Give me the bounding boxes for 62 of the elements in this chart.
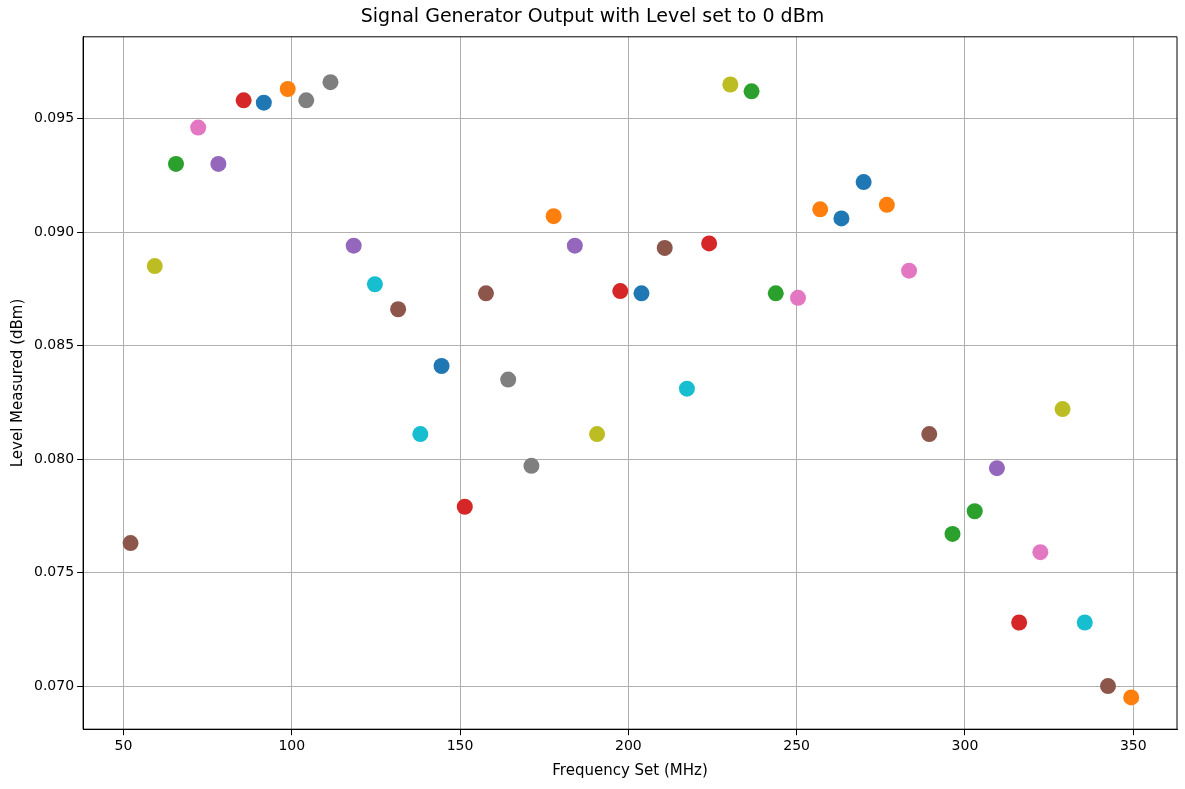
chart-title: Signal Generator Output with Level set to 0 dBm <box>360 4 825 27</box>
point <box>167 155 184 172</box>
point <box>1100 678 1116 695</box>
point <box>545 208 562 225</box>
point <box>656 239 673 256</box>
point <box>855 174 872 191</box>
point <box>500 371 517 388</box>
point <box>767 285 784 302</box>
point <box>790 289 806 306</box>
point <box>255 94 272 111</box>
point <box>633 285 650 302</box>
point <box>1054 401 1071 418</box>
point <box>566 237 583 254</box>
point <box>412 426 429 443</box>
point <box>1123 689 1140 706</box>
point <box>146 258 163 275</box>
point <box>433 357 450 374</box>
point <box>722 76 739 93</box>
y-axis-title: Level Measured (dBm) <box>7 298 26 468</box>
x-tick-label: 150 <box>446 737 474 754</box>
point <box>988 460 1005 477</box>
point <box>477 285 494 302</box>
x-tick-label: 200 <box>614 737 642 754</box>
point <box>390 301 407 318</box>
point <box>743 83 760 100</box>
x-tick-label: 300 <box>951 737 979 754</box>
point <box>966 503 983 520</box>
point <box>456 498 473 515</box>
point <box>1011 614 1028 631</box>
point <box>612 283 629 300</box>
point <box>298 92 315 109</box>
y-tick-label: 0.085 <box>33 336 75 353</box>
point <box>589 426 606 443</box>
point <box>1032 544 1049 561</box>
point <box>279 81 296 98</box>
y-tick-label: 0.095 <box>33 109 75 126</box>
point <box>345 237 362 254</box>
point <box>366 276 383 293</box>
x-tick-label: 50 <box>114 737 133 754</box>
point <box>190 119 207 136</box>
point <box>322 74 339 91</box>
x-tick-label: 350 <box>1119 737 1147 754</box>
x-tick-label: 250 <box>783 737 811 754</box>
point <box>901 262 918 279</box>
point <box>833 210 850 227</box>
point <box>944 525 961 542</box>
point <box>235 92 252 109</box>
point <box>523 457 540 474</box>
point <box>122 535 139 552</box>
point <box>1076 614 1093 631</box>
y-tick-label: 0.070 <box>33 676 75 693</box>
x-axis-title: Frequency Set (MHz) <box>552 760 708 779</box>
point <box>701 235 718 252</box>
y-tick-label: 0.080 <box>33 449 75 466</box>
y-tick-label: 0.075 <box>33 563 75 580</box>
x-tick-label: 100 <box>278 737 306 754</box>
point <box>812 201 829 218</box>
point <box>210 155 227 172</box>
point <box>878 196 895 213</box>
y-tick-label: 0.090 <box>33 222 75 239</box>
point <box>921 426 938 443</box>
point <box>678 380 695 397</box>
